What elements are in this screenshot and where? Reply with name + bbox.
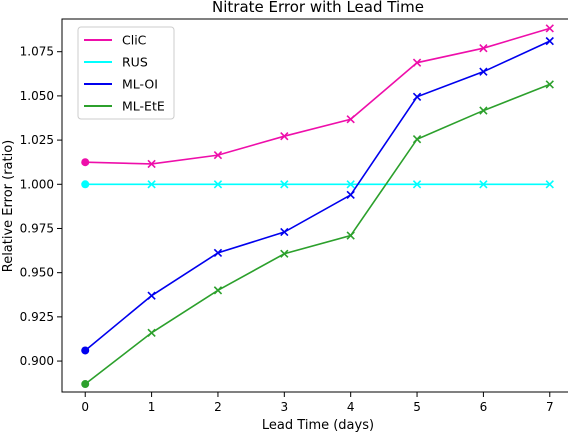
- data-point-ml-ete: [412, 135, 422, 144]
- x-tick-label: 7: [546, 400, 554, 414]
- x-tick-label: 3: [280, 400, 288, 414]
- legend-label-rus: RUS: [122, 55, 148, 70]
- y-tick-label: 1.050: [20, 89, 54, 103]
- y-tick-label: 1.025: [20, 133, 54, 147]
- data-point-rus: [147, 180, 156, 189]
- x-axis-label: Lead Time (days): [262, 418, 374, 433]
- plot-area-frame: [61, 18, 568, 393]
- data-point-ml-oi: [147, 291, 156, 300]
- data-point-rus: [280, 180, 289, 189]
- y-tick-label: 0.950: [20, 266, 54, 280]
- legend-box: [77, 26, 175, 120]
- data-point-ml-oi: [346, 190, 355, 200]
- legend-label-ml-oi: ML-OI: [122, 77, 158, 92]
- x-tick-label: 5: [413, 400, 421, 414]
- series-line-clic: [85, 27, 550, 165]
- data-point-ml-oi: [545, 36, 554, 46]
- x-tick-label: 2: [214, 400, 222, 414]
- x-axis: 0 1 2 3 4 5 6 7: [81, 392, 554, 414]
- x-tick-label: 4: [347, 400, 355, 414]
- data-point-ml-ete: [280, 249, 289, 258]
- data-point-clic: [280, 132, 289, 141]
- data-point-rus: [346, 180, 355, 189]
- data-point-rus: [412, 180, 422, 189]
- chart-title: Nitrate Error with Lead Time: [212, 0, 424, 16]
- data-point-ml-ete: [81, 380, 90, 389]
- data-point-clic: [545, 24, 554, 33]
- data-point-rus: [81, 180, 90, 189]
- legend-label-clic: CliC: [122, 33, 147, 48]
- data-point-ml-ete: [346, 231, 355, 240]
- data-point-ml-ete: [479, 106, 488, 115]
- data-point-clic: [213, 150, 223, 160]
- series-layer: [81, 24, 554, 389]
- data-point-clic: [346, 115, 355, 124]
- y-tick-label: 0.975: [20, 221, 54, 235]
- y-axis: 0.900 0.925 0.950 0.975 1.000 1.025 1.050 1.075: [20, 45, 62, 368]
- series-line-ml-oi: [84, 40, 551, 352]
- legend-label-ml-ete: ML-EtE: [122, 99, 165, 114]
- data-point-clic: [412, 58, 422, 67]
- data-point-ml-oi: [479, 67, 488, 76]
- x-tick-label: 1: [148, 400, 156, 414]
- data-point-rus: [213, 180, 223, 189]
- data-point-ml-oi: [280, 227, 289, 237]
- data-point-clic: [147, 159, 156, 169]
- data-point-ml-ete: [545, 80, 554, 89]
- y-tick-label: 0.925: [20, 310, 54, 324]
- data-point-ml-oi: [81, 346, 90, 355]
- y-tick-label: 0.900: [20, 354, 54, 368]
- y-axis-label: Relative Error (ratio): [1, 140, 16, 273]
- series-line-ml-ete: [84, 83, 551, 385]
- data-point-rus: [545, 180, 554, 189]
- x-tick-label: 0: [81, 400, 89, 414]
- legend: CliC RUS ML-OI ML-EtE: [77, 26, 175, 120]
- x-tick-label: 6: [480, 400, 488, 414]
- data-point-ml-ete: [147, 328, 156, 337]
- data-point-clic: [479, 44, 488, 53]
- data-point-ml-oi: [412, 92, 422, 101]
- y-tick-label: 1.000: [20, 177, 54, 191]
- data-point-clic: [81, 158, 90, 167]
- y-tick-label: 1.075: [20, 45, 54, 59]
- data-point-ml-ete: [213, 286, 223, 295]
- data-point-rus: [479, 180, 488, 189]
- data-point-ml-oi: [213, 248, 223, 258]
